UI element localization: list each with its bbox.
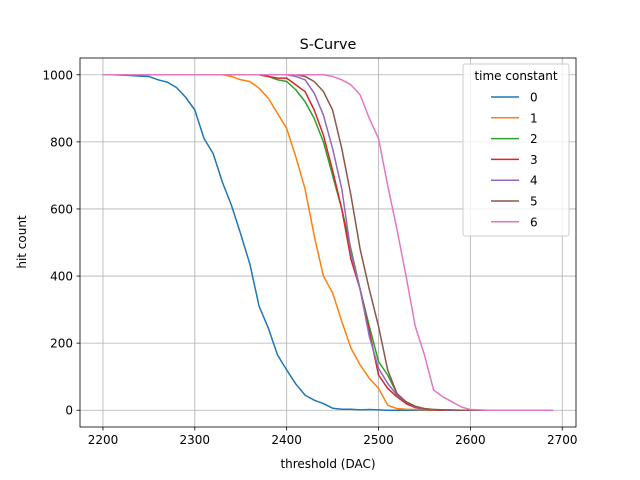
legend-label-6: 6	[530, 215, 538, 229]
series-layer	[102, 74, 554, 411]
legend-items: 0 1 2 3 4 5 6	[491, 91, 538, 229]
x-tick-label: 2200	[88, 433, 119, 447]
y-tick-label: 0	[65, 404, 73, 418]
legend-label-5: 5	[530, 195, 538, 209]
x-tick-label: 2700	[547, 433, 578, 447]
x-tick-label: 2600	[455, 433, 486, 447]
y-tick-label: 1000	[42, 68, 73, 82]
x-tick-label: 2300	[180, 433, 211, 447]
x-axis-ticks: 2200 2300 2400 2500 2600 2700	[88, 427, 578, 447]
y-tick-label: 200	[50, 337, 73, 351]
y-axis-ticks: 0 200 400 600 800 1000	[42, 68, 80, 418]
legend-label-0: 0	[530, 91, 538, 105]
legend-label-2: 2	[530, 132, 538, 146]
plot-frame	[79, 57, 577, 428]
legend-label-3: 3	[530, 153, 538, 167]
y-tick-label: 800	[50, 135, 73, 149]
series-line-6	[102, 74, 554, 411]
legend-box	[462, 63, 570, 237]
x-tick-label: 2500	[363, 433, 394, 447]
legend-title: time constant	[474, 69, 557, 83]
y-tick-label: 600	[50, 202, 73, 216]
x-tick-label: 2400	[271, 433, 302, 447]
legend: time constant 0 1 2 3 4 5 6	[462, 63, 570, 237]
legend-label-1: 1	[530, 111, 538, 125]
chart-title: S-Curve	[300, 37, 357, 53]
y-tick-label: 400	[50, 270, 73, 284]
x-axis-label: threshold (DAC)	[280, 457, 375, 471]
legend-label-4: 4	[530, 174, 538, 188]
y-axis-label: hit count	[15, 215, 29, 269]
